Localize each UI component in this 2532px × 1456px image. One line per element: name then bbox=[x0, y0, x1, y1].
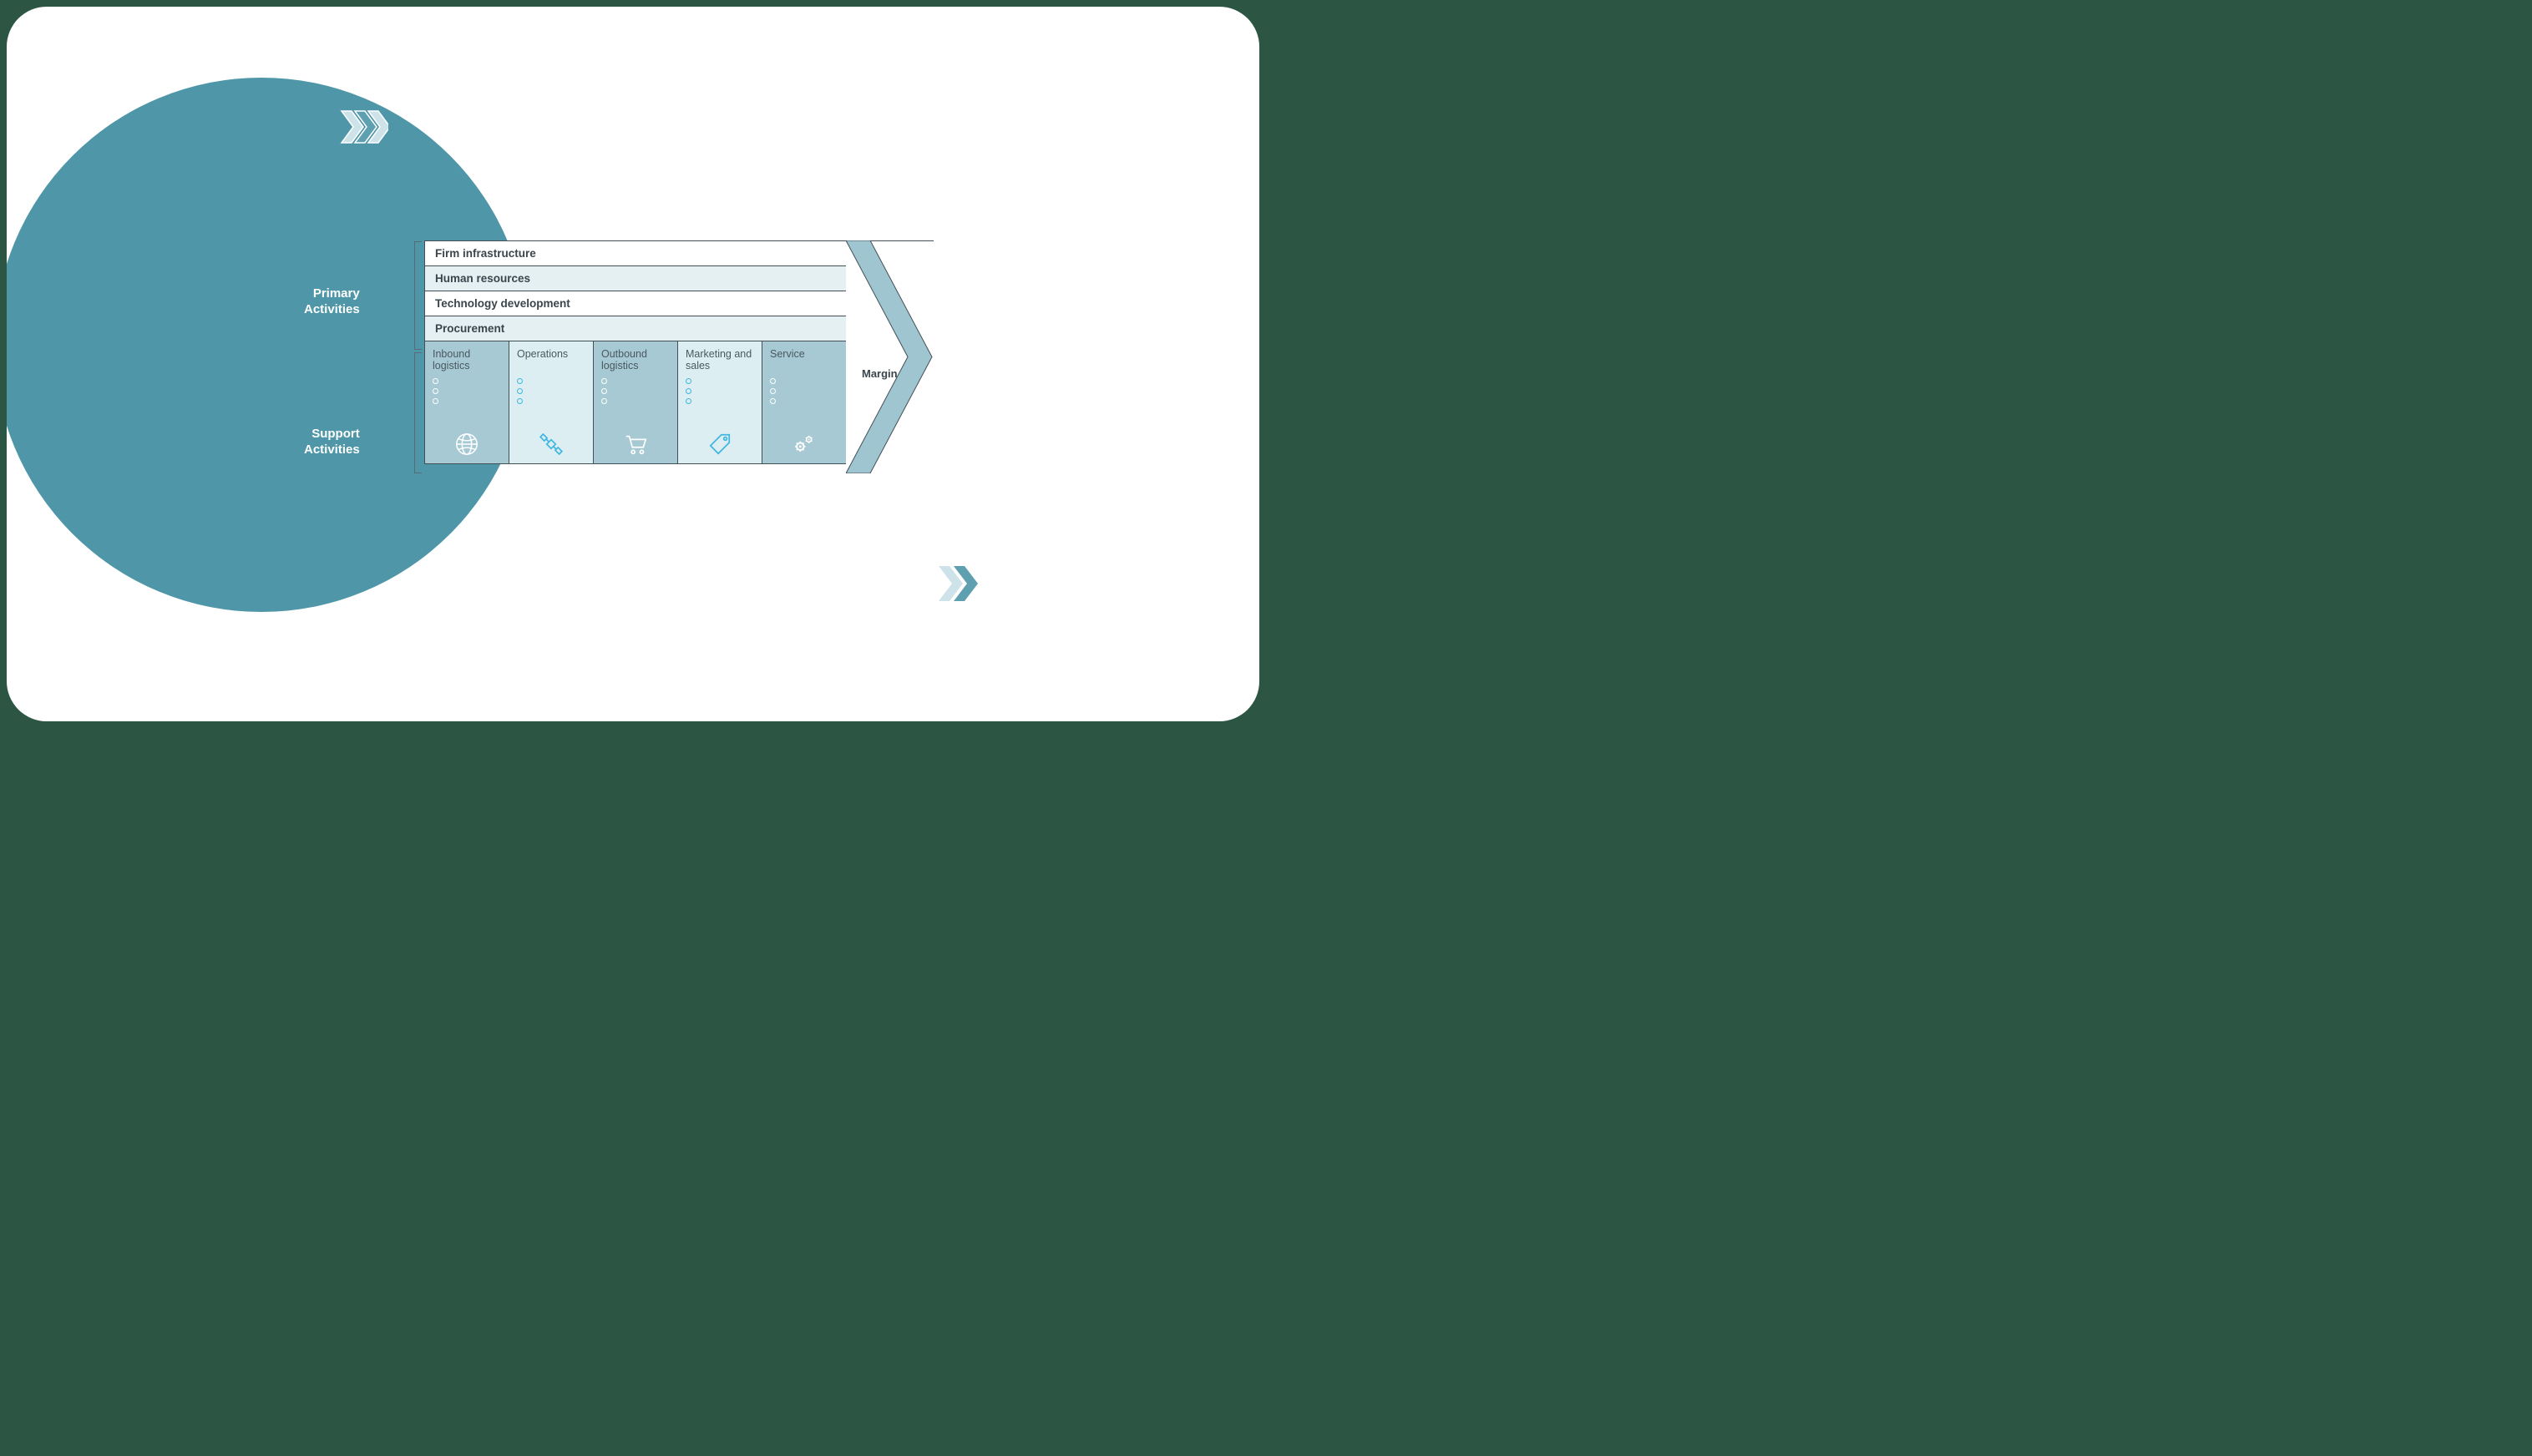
primary-column: Marketing and sales bbox=[678, 341, 762, 463]
bullet-icon bbox=[686, 378, 691, 384]
bullet-icon bbox=[433, 388, 438, 394]
bullet-icon bbox=[686, 388, 691, 394]
support-row: Firm infrastructure bbox=[424, 241, 846, 266]
satellite-icon bbox=[509, 432, 593, 457]
primary-column: Operations bbox=[509, 341, 594, 463]
bullet-icon bbox=[770, 398, 776, 404]
primary-bracket bbox=[414, 241, 421, 350]
support-row: Technology development bbox=[424, 291, 846, 316]
primary-column-title: Inbound logistics bbox=[433, 348, 501, 373]
gears-icon bbox=[762, 432, 846, 457]
bullet-list bbox=[686, 378, 754, 408]
bullet-list bbox=[770, 378, 838, 408]
bullet-icon bbox=[517, 388, 523, 394]
bullet-icon bbox=[601, 398, 607, 404]
bullet-icon bbox=[517, 398, 523, 404]
value-chain-diagram: Margin Firm infrastructureHuman resource… bbox=[424, 240, 934, 464]
primary-column: Inbound logistics bbox=[425, 341, 509, 463]
cart-icon bbox=[594, 432, 677, 457]
tag-icon bbox=[678, 432, 762, 457]
bullet-icon bbox=[770, 378, 776, 384]
bullet-icon bbox=[770, 388, 776, 394]
diagram-canvas: Primary Activities Support Activities Ma… bbox=[7, 7, 1259, 721]
bullet-list bbox=[517, 378, 585, 408]
bullet-icon bbox=[433, 398, 438, 404]
support-row: Human resources bbox=[424, 266, 846, 291]
chevron-decoration-bottom bbox=[937, 564, 984, 603]
primary-column-title: Marketing and sales bbox=[686, 348, 754, 373]
bullet-icon bbox=[601, 388, 607, 394]
primary-column: Service bbox=[762, 341, 846, 463]
primary-column-title: Operations bbox=[517, 348, 585, 373]
primary-column: Outbound logistics bbox=[594, 341, 678, 463]
primary-activities-label: Primary Activities bbox=[304, 286, 360, 318]
globe-icon bbox=[425, 432, 509, 457]
primary-column-title: Outbound logistics bbox=[601, 348, 670, 373]
margin-arrow bbox=[846, 240, 934, 464]
primary-columns: Inbound logistics Operations Outbound logi… bbox=[424, 341, 846, 464]
chevron-decoration-top bbox=[340, 109, 388, 144]
bullet-list bbox=[433, 378, 501, 408]
bullet-icon bbox=[601, 378, 607, 384]
support-bracket bbox=[414, 352, 421, 473]
bullet-icon bbox=[517, 378, 523, 384]
bullet-icon bbox=[433, 378, 438, 384]
margin-label: Margin bbox=[862, 367, 898, 380]
bullet-icon bbox=[686, 398, 691, 404]
support-activities-label: Support Activities bbox=[304, 427, 360, 458]
bullet-list bbox=[601, 378, 670, 408]
primary-column-title: Service bbox=[770, 348, 838, 373]
support-row: Procurement bbox=[424, 316, 846, 341]
